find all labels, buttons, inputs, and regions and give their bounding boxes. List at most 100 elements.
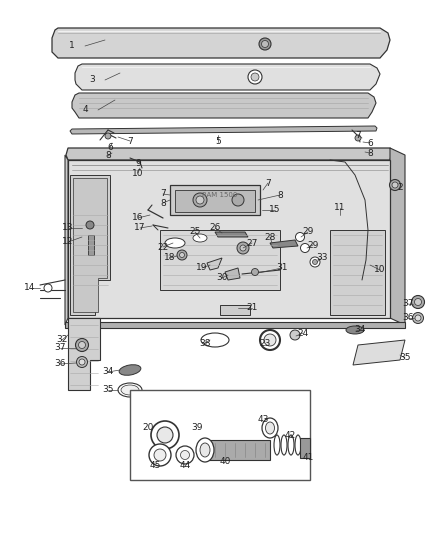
Text: 29: 29 <box>302 228 314 237</box>
Text: 8: 8 <box>277 190 283 199</box>
Polygon shape <box>160 230 280 290</box>
Text: 28: 28 <box>264 232 276 241</box>
Text: 29: 29 <box>307 240 319 249</box>
Ellipse shape <box>200 443 210 457</box>
Text: 25: 25 <box>189 228 201 237</box>
Circle shape <box>105 133 111 139</box>
Ellipse shape <box>196 438 214 462</box>
Text: 39: 39 <box>191 424 203 432</box>
Circle shape <box>261 41 268 47</box>
Text: 7: 7 <box>127 136 133 146</box>
Text: 33: 33 <box>316 254 328 262</box>
Text: 20: 20 <box>142 424 154 432</box>
Circle shape <box>193 193 207 207</box>
Ellipse shape <box>118 383 142 397</box>
Circle shape <box>79 359 85 365</box>
Circle shape <box>251 269 258 276</box>
Text: 6: 6 <box>107 143 113 152</box>
Circle shape <box>392 182 398 188</box>
Polygon shape <box>70 126 377 134</box>
Polygon shape <box>65 155 68 325</box>
Circle shape <box>259 38 271 50</box>
Ellipse shape <box>260 330 280 350</box>
Circle shape <box>232 194 244 206</box>
Circle shape <box>389 180 400 190</box>
Circle shape <box>248 70 262 84</box>
Text: 7: 7 <box>265 179 271 188</box>
Text: 10: 10 <box>132 168 144 177</box>
Polygon shape <box>390 148 405 325</box>
Text: 34: 34 <box>354 326 366 335</box>
Circle shape <box>44 284 52 292</box>
Circle shape <box>300 244 310 253</box>
Text: 8: 8 <box>160 198 166 207</box>
Text: 17: 17 <box>134 223 146 232</box>
Text: 43: 43 <box>257 416 268 424</box>
Circle shape <box>86 221 94 229</box>
Text: 36: 36 <box>402 313 414 322</box>
Text: 3: 3 <box>89 76 95 85</box>
Ellipse shape <box>176 446 194 464</box>
Polygon shape <box>300 438 310 458</box>
Circle shape <box>196 196 204 204</box>
Polygon shape <box>88 235 94 255</box>
Circle shape <box>312 260 318 264</box>
Text: 32: 32 <box>57 335 68 344</box>
Circle shape <box>296 232 304 241</box>
Ellipse shape <box>154 449 166 461</box>
Polygon shape <box>65 322 405 328</box>
Circle shape <box>251 73 259 81</box>
Text: 41: 41 <box>302 454 314 463</box>
Polygon shape <box>270 240 298 248</box>
Polygon shape <box>207 258 222 270</box>
Circle shape <box>240 245 246 251</box>
Text: 12: 12 <box>62 238 74 246</box>
Polygon shape <box>330 230 385 315</box>
Circle shape <box>75 338 88 351</box>
Text: 8: 8 <box>105 151 111 160</box>
Text: 24: 24 <box>297 328 309 337</box>
Polygon shape <box>75 64 380 90</box>
Polygon shape <box>73 178 107 312</box>
Circle shape <box>411 295 424 309</box>
Circle shape <box>290 330 300 340</box>
Text: 19: 19 <box>196 263 208 272</box>
Text: 15: 15 <box>269 206 281 214</box>
Ellipse shape <box>201 333 229 347</box>
Polygon shape <box>170 185 260 215</box>
Text: 23: 23 <box>259 338 271 348</box>
Polygon shape <box>353 340 405 365</box>
Circle shape <box>180 253 184 257</box>
Circle shape <box>415 315 421 321</box>
Polygon shape <box>68 318 100 390</box>
Text: 35: 35 <box>399 353 411 362</box>
Text: 8: 8 <box>367 149 373 157</box>
Text: 37: 37 <box>402 300 414 309</box>
Text: 36: 36 <box>54 359 66 368</box>
Polygon shape <box>66 148 392 160</box>
Ellipse shape <box>193 234 207 242</box>
Text: 37: 37 <box>54 343 66 352</box>
Circle shape <box>77 357 88 367</box>
Circle shape <box>78 342 85 349</box>
Polygon shape <box>52 28 390 58</box>
Text: 9: 9 <box>135 158 141 167</box>
Text: 26: 26 <box>209 223 221 232</box>
Text: 44: 44 <box>180 461 191 470</box>
Text: 6: 6 <box>367 139 373 148</box>
Text: 30: 30 <box>216 273 228 282</box>
Ellipse shape <box>265 422 275 434</box>
Bar <box>130 390 310 480</box>
Text: 11: 11 <box>334 204 346 213</box>
Text: 13: 13 <box>62 223 74 232</box>
Text: 40: 40 <box>219 457 231 466</box>
Text: 4: 4 <box>82 106 88 115</box>
Circle shape <box>355 135 361 141</box>
Ellipse shape <box>180 450 190 459</box>
Ellipse shape <box>264 334 276 346</box>
Polygon shape <box>205 440 270 460</box>
Text: 35: 35 <box>102 385 114 394</box>
Polygon shape <box>175 190 255 212</box>
Text: 22: 22 <box>157 243 169 252</box>
Text: 34: 34 <box>102 367 114 376</box>
